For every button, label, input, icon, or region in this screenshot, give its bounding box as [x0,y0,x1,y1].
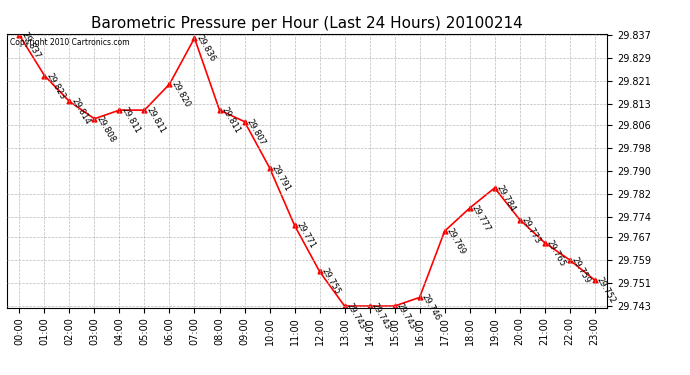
Text: 29.743: 29.743 [370,302,392,331]
Title: Barometric Pressure per Hour (Last 24 Hours) 20100214: Barometric Pressure per Hour (Last 24 Ho… [91,16,523,31]
Text: 29.784: 29.784 [495,183,517,213]
Text: 29.743: 29.743 [395,302,417,331]
Text: 29.773: 29.773 [520,215,542,245]
Text: 29.814: 29.814 [70,97,92,127]
Text: 29.836: 29.836 [195,34,217,63]
Text: 29.765: 29.765 [544,238,567,268]
Text: 29.743: 29.743 [344,302,367,331]
Text: 29.791: 29.791 [270,163,292,193]
Text: 29.746: 29.746 [420,293,442,322]
Text: 29.820: 29.820 [170,80,192,109]
Text: Copyright 2010 Cartronics.com: Copyright 2010 Cartronics.com [10,38,130,47]
Text: 29.823: 29.823 [44,71,67,101]
Text: 29.811: 29.811 [144,106,167,135]
Text: 29.837: 29.837 [19,31,42,60]
Text: 29.811: 29.811 [119,106,141,135]
Text: 29.777: 29.777 [470,204,492,233]
Text: 29.759: 29.759 [570,255,592,285]
Text: 29.807: 29.807 [244,117,267,147]
Text: 29.755: 29.755 [319,267,342,297]
Text: 29.808: 29.808 [95,114,117,144]
Text: 29.811: 29.811 [219,106,242,135]
Text: 29.771: 29.771 [295,221,317,251]
Text: 29.752: 29.752 [595,276,617,305]
Text: 29.769: 29.769 [444,226,467,256]
